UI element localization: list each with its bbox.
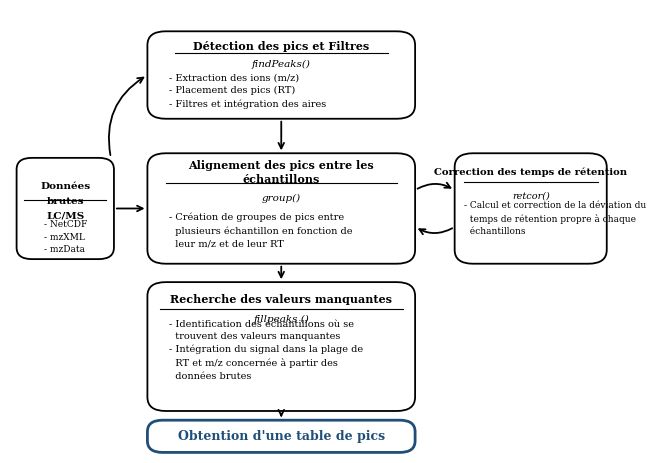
Text: - Calcul et correction de la déviation du
  temps de rétention propre à chaque
 : - Calcul et correction de la déviation d… [464, 201, 646, 236]
Text: Correction des temps de rétention: Correction des temps de rétention [434, 168, 628, 177]
FancyBboxPatch shape [147, 282, 415, 411]
FancyBboxPatch shape [147, 420, 415, 452]
FancyBboxPatch shape [455, 153, 607, 264]
Text: - Extraction des ions (m/z)
- Placement des pics (RT)
- Filtres et intégration d: - Extraction des ions (m/z) - Placement … [169, 74, 326, 109]
Text: retcor(): retcor() [512, 192, 549, 200]
Text: group(): group() [262, 194, 301, 203]
Text: LC/MS: LC/MS [46, 211, 84, 220]
FancyBboxPatch shape [147, 31, 415, 119]
Text: - Création de groupes de pics entre
  plusieurs échantillon en fonction de
  leu: - Création de groupes de pics entre plus… [169, 213, 352, 248]
Text: brutes: brutes [47, 197, 84, 206]
Text: Détection des pics et Filtres: Détection des pics et Filtres [193, 41, 369, 52]
Text: findPeaks(): findPeaks() [252, 60, 310, 69]
FancyBboxPatch shape [17, 158, 114, 259]
Text: - NetCDF
- mzXML
- mzData: - NetCDF - mzXML - mzData [43, 220, 87, 254]
Text: - Identification des échantillons où se
  trouvent des valeurs manquantes
- Inté: - Identification des échantillons où se … [169, 320, 363, 381]
Text: Données: Données [40, 182, 90, 191]
FancyBboxPatch shape [147, 153, 415, 264]
Text: Alignement des pics entre les
échantillons: Alignement des pics entre les échantillo… [189, 160, 374, 185]
Text: Obtention d'une table de pics: Obtention d'une table de pics [178, 430, 385, 443]
Text: Recherche des valeurs manquantes: Recherche des valeurs manquantes [170, 294, 392, 305]
Text: fillpeaks (): fillpeaks () [254, 315, 309, 325]
